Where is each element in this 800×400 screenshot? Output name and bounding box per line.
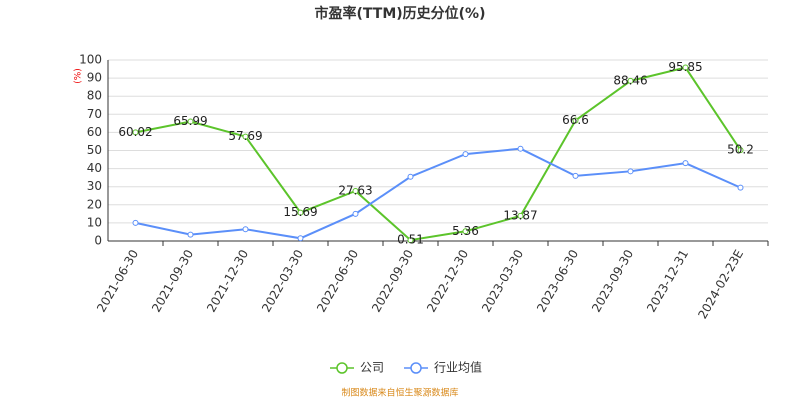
- x-tick-label: 2024-02-23E: [695, 247, 746, 321]
- data-point: [132, 219, 139, 226]
- x-tick-label: 2021-12-30: [204, 247, 251, 314]
- data-point: [297, 209, 304, 216]
- y-tick-label: 20: [87, 197, 102, 211]
- data-point: [682, 160, 689, 167]
- data-point: [737, 184, 744, 191]
- x-tick-label: 2022-03-30: [259, 247, 306, 314]
- y-axis-label: (%): [74, 68, 84, 84]
- x-tick-label: 2023-06-30: [534, 247, 581, 314]
- y-tick-label: 50: [87, 143, 102, 157]
- chart-title: 市盈率(TTM)历史分位(%): [315, 5, 486, 22]
- data-point: [242, 133, 249, 140]
- data-label: 0.51: [397, 233, 424, 247]
- y-tick-label: 90: [87, 71, 102, 85]
- legend-marker: [410, 362, 422, 374]
- y-tick-label: 100: [79, 53, 102, 67]
- data-label: 50.2: [727, 143, 754, 157]
- data-point: [627, 77, 634, 84]
- data-point: [627, 168, 634, 175]
- data-point: [572, 172, 579, 179]
- data-point: [132, 129, 139, 136]
- data-point: [297, 235, 304, 242]
- data-label: 15.69: [283, 205, 317, 219]
- x-tick-label: 2022-12-30: [424, 247, 471, 314]
- x-tick-label: 2023-03-30: [479, 247, 526, 314]
- y-tick-label: 40: [87, 161, 102, 175]
- data-point: [682, 64, 689, 71]
- x-tick-label: 2021-06-30: [94, 247, 141, 314]
- data-point: [242, 226, 249, 233]
- legend-marker: [336, 362, 348, 374]
- y-tick-label: 60: [87, 125, 102, 139]
- data-label: 13.87: [503, 208, 537, 222]
- x-tick-label: 2022-06-30: [314, 247, 361, 314]
- y-tick-label: 0: [94, 234, 102, 248]
- source-note: 制图数据来自恒生聚源数据库: [341, 387, 458, 399]
- x-tick-label: 2023-09-30: [589, 247, 636, 314]
- data-label: 66.6: [562, 113, 589, 127]
- data-point: [407, 237, 414, 244]
- data-label: 95.85: [668, 60, 702, 74]
- data-point: [462, 151, 469, 158]
- data-point: [517, 145, 524, 152]
- legend-label: 公司: [360, 361, 384, 375]
- series-line: [135, 147, 741, 240]
- data-label: 5.36: [452, 224, 479, 238]
- data-point: [572, 117, 579, 124]
- data-point: [517, 212, 524, 219]
- x-tick-label: 2022-09-30: [369, 247, 416, 314]
- legend-label: 行业均值: [434, 360, 482, 375]
- x-tick-label: 2023-12-31: [644, 247, 691, 314]
- data-point: [187, 231, 194, 238]
- y-tick-label: 30: [87, 179, 102, 193]
- data-point: [737, 147, 744, 154]
- data-point: [352, 187, 359, 194]
- series-line: [135, 66, 742, 242]
- data-point: [407, 173, 414, 180]
- data-label: 88.46: [613, 73, 647, 87]
- data-label: 60.02: [118, 125, 152, 139]
- data-label: 65.99: [173, 114, 207, 128]
- data-point: [187, 118, 194, 125]
- y-tick-label: 10: [87, 215, 102, 229]
- x-tick-label: 2021-09-30: [149, 247, 196, 314]
- data-label: 57.69: [228, 129, 262, 143]
- y-tick-label: 70: [87, 107, 102, 121]
- data-point: [462, 228, 469, 235]
- y-tick-label: 80: [87, 89, 102, 103]
- data-label: 27.63: [338, 183, 372, 197]
- data-point: [352, 210, 359, 217]
